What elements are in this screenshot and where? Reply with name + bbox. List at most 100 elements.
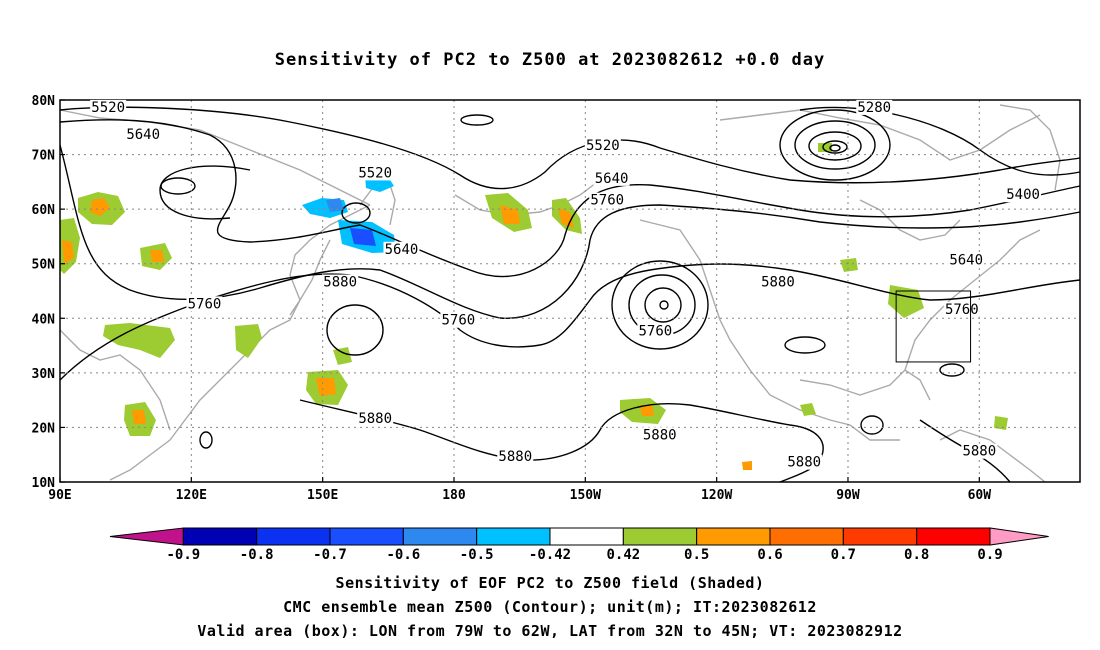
colorbar-box xyxy=(182,527,258,546)
coastline-arctic-islands xyxy=(719,109,1041,161)
contour-label-bg xyxy=(786,454,823,470)
contour-closed-siberia xyxy=(160,177,196,195)
contour-labels: 5520564055205640576058805760552056405760… xyxy=(90,99,1042,471)
map-frame xyxy=(59,99,1081,483)
colorbar-box xyxy=(549,527,624,546)
contour-label-bg xyxy=(759,274,796,290)
contour-5760 xyxy=(59,144,1081,319)
contour-label-bg xyxy=(589,192,626,208)
contour-5280-low-1 xyxy=(779,109,891,181)
shade-positive xyxy=(818,143,832,152)
shade-positive xyxy=(235,324,262,358)
colorbar-box xyxy=(329,527,404,546)
contour-label-bg xyxy=(322,274,359,290)
contour-5880 xyxy=(59,263,1081,381)
contour-5520 xyxy=(59,106,1081,190)
lon-tick-label: 150E xyxy=(307,488,338,503)
contour-5280-low-4 xyxy=(822,140,848,154)
colorbar-label: -0.42 xyxy=(529,547,571,563)
lat-tick-label: 40N xyxy=(32,312,56,327)
contour-label-bg xyxy=(125,127,162,143)
contour-closed-pacific xyxy=(326,304,384,356)
colorbar-label: -0.8 xyxy=(240,547,274,563)
contour-label: 5760 xyxy=(590,193,624,209)
lat-tick-label: 50N xyxy=(32,258,56,273)
lat-tick-label: 60N xyxy=(32,203,56,218)
shade-positive xyxy=(150,250,164,262)
colorbar-box xyxy=(842,527,918,546)
contour-5400 xyxy=(799,106,1081,176)
coastline-south-america xyxy=(939,429,1046,483)
contour-label: 5880 xyxy=(498,449,532,465)
contour-label: 5760 xyxy=(945,302,979,318)
colorbar-box xyxy=(622,527,698,546)
shade-negative xyxy=(326,198,344,212)
contour-label-bg xyxy=(637,323,674,339)
contour-5280-low-3 xyxy=(808,131,862,161)
lat-tick-label: 70N xyxy=(32,149,56,164)
contour-label: 5640 xyxy=(595,171,629,187)
contour-label-bg xyxy=(186,296,223,312)
contour-label-bg xyxy=(961,443,998,459)
contour-label-bg xyxy=(641,427,678,443)
contour-label: 5880 xyxy=(358,411,392,427)
contour-label: 5640 xyxy=(126,127,160,143)
shade-positive xyxy=(800,403,816,416)
lon-tick-label: 150W xyxy=(570,488,601,503)
contour-closed-caribbean xyxy=(860,415,884,435)
shade-positive xyxy=(62,240,74,264)
shade-positive xyxy=(840,258,858,272)
contour-label-bg xyxy=(1005,187,1042,203)
contour-low-center xyxy=(829,144,841,152)
contour-label: 5760 xyxy=(188,296,222,312)
chart-title: Sensitivity of PC2 to Z500 at 2023082612… xyxy=(274,50,826,70)
contour-label-bg xyxy=(357,410,394,426)
caption-shaded: Sensitivity of EOF PC2 to Z500 field (Sh… xyxy=(335,574,765,592)
contour-label-bg xyxy=(440,312,477,328)
lon-tick-label: 60W xyxy=(968,488,992,503)
contour-closed-gulf xyxy=(784,336,826,354)
contour-label: 5280 xyxy=(857,100,891,116)
colorbar-box xyxy=(696,527,771,546)
colorbar-label: -0.6 xyxy=(386,547,420,563)
contour-high-4 xyxy=(659,300,669,310)
contour-label: 5520 xyxy=(586,138,620,154)
contour-label: 5880 xyxy=(962,444,996,460)
shade-positive xyxy=(333,347,352,365)
contour-label: 5880 xyxy=(323,275,357,291)
contour-label-bg xyxy=(584,138,621,154)
shade-negative xyxy=(350,228,376,246)
contour-closed-southchina xyxy=(199,431,213,449)
contour-5280-low-2 xyxy=(794,120,876,170)
coastline-north-america-west xyxy=(639,219,900,441)
lat-tick-label: 80N xyxy=(32,94,56,109)
lon-tick-label: 90W xyxy=(836,488,860,503)
contour-label: 5880 xyxy=(643,427,677,443)
colorbar-box xyxy=(402,527,478,546)
colorbar-labels: -0.9 -0.8 -0.7 -0.6 -0.5 -0.42 0.42 0.5 0.6 0.7 0.… xyxy=(166,547,1002,563)
contour-label: 5520 xyxy=(91,100,125,116)
shade-positive xyxy=(994,416,1008,430)
contour-5880-south xyxy=(299,399,824,483)
lon-tick-label: 180 xyxy=(442,488,466,503)
colorbar-box xyxy=(256,527,331,546)
gridlines xyxy=(60,100,1080,482)
lon-tick-label: 120W xyxy=(701,488,732,503)
caption-valid-area: Valid area (box): LON from 79W to 62W, L… xyxy=(197,622,903,640)
lon-tick-label: 120E xyxy=(176,488,207,503)
contour-label-bg xyxy=(948,252,985,268)
coastline-gulf xyxy=(799,369,931,401)
lat-tick-label: 30N xyxy=(32,367,56,382)
shade-positive xyxy=(640,405,654,416)
lat-tick-label: 10N xyxy=(32,476,56,491)
colorbar-label: 0.42 xyxy=(606,547,640,563)
lon-tick-label: 90E xyxy=(48,488,71,503)
contour-label-bg xyxy=(593,170,630,186)
contour-label-bg xyxy=(90,99,127,115)
coastline-east-asia xyxy=(109,204,371,481)
contour-high-3 xyxy=(644,287,682,323)
colorbar xyxy=(109,527,1049,546)
shade-positive xyxy=(132,410,146,424)
shade-positive xyxy=(316,378,336,396)
